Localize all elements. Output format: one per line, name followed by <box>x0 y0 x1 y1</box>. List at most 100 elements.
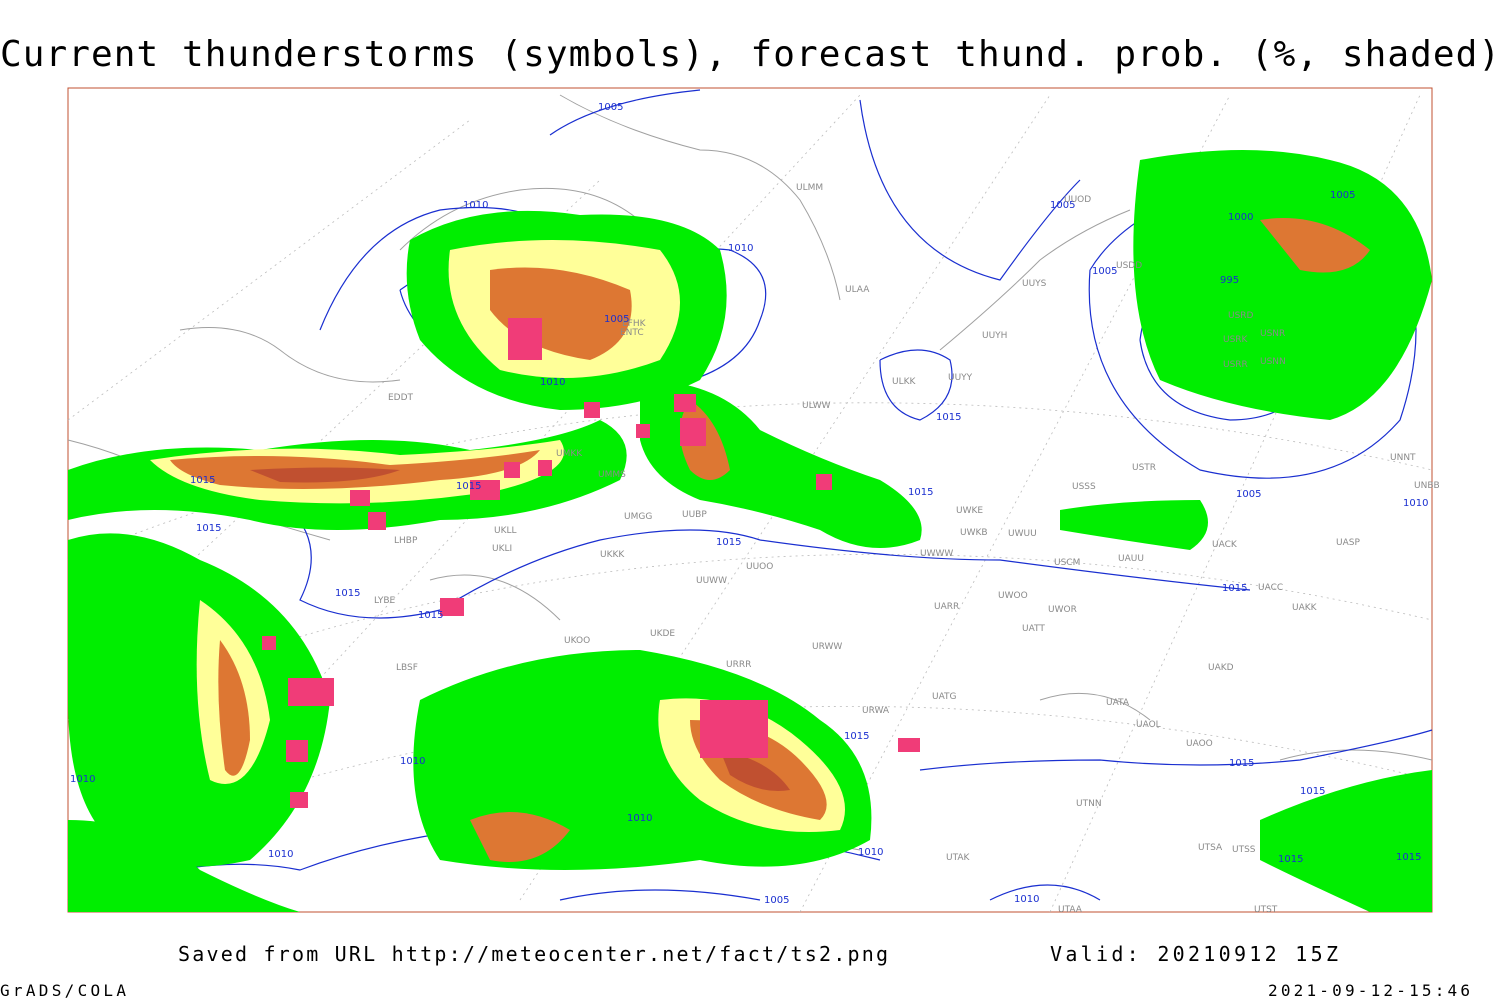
storm-symbol <box>538 460 552 476</box>
station-label: USRK <box>1223 335 1249 345</box>
station-label: UKKK <box>600 550 625 560</box>
isobar-label: 1010 <box>1403 498 1428 509</box>
station-label: USRR <box>1223 360 1248 370</box>
station-label: USTR <box>1132 463 1156 473</box>
station-label: UAKD <box>1208 663 1234 673</box>
station-labels: ULMM ULAA UUYS UUYH ULKK UUYY ULWW UUOD USDD USRD… <box>374 183 1440 915</box>
station-label: UWOR <box>1048 605 1077 615</box>
station-label: UKDE <box>650 629 675 639</box>
station-label: ULMM <box>796 183 823 193</box>
station-label: UTST <box>1254 905 1278 915</box>
station-label: UUYY <box>948 373 973 383</box>
storm-symbol <box>368 512 386 530</box>
isobar-labels: 1005 1010 1010 1005 1010 1015 1015 1015 1015 1015… <box>70 102 1428 906</box>
station-label: UARR <box>934 602 959 612</box>
isobar-label: 1015 <box>418 610 443 621</box>
storm-symbol <box>674 394 696 412</box>
isobar-label: 1010 <box>400 756 425 767</box>
map-area: 1005 1010 1010 1005 1010 1015 1015 1015 1015 1015… <box>67 87 1440 915</box>
storm-symbol <box>470 480 500 500</box>
station-label: UKLL <box>494 526 517 536</box>
station-label: EDDT <box>388 393 414 403</box>
station-label: UWWW <box>920 549 953 559</box>
station-label: USNR <box>1260 329 1285 339</box>
isobar-label: 995 <box>1220 275 1239 286</box>
station-label: UATG <box>932 692 957 702</box>
station-label: UTAK <box>946 853 971 863</box>
isobar-label: 1010 <box>858 847 883 858</box>
isobar-label: 1015 <box>456 481 481 492</box>
isobar-label: 1000 <box>1228 212 1253 223</box>
station-label: UWKB <box>960 528 988 538</box>
station-label: UUOD <box>1064 195 1091 205</box>
isobar-label: 1015 <box>844 731 869 742</box>
station-label: USDD <box>1116 261 1142 271</box>
station-label: UASP <box>1336 538 1360 548</box>
station-label: EFHK <box>622 319 647 329</box>
storm-symbol <box>700 700 768 758</box>
isobar-label: 1015 <box>716 537 741 548</box>
storm-symbol <box>508 318 542 360</box>
isobar-label: 1010 <box>540 377 565 388</box>
station-label: LYBE <box>374 596 395 606</box>
station-label: UAKK <box>1292 603 1318 613</box>
station-label: UUWW <box>696 576 727 586</box>
map-title: Current thunderstorms (symbols), forecas… <box>0 34 1500 75</box>
station-label: URWA <box>862 706 890 716</box>
station-label: UTSA <box>1198 843 1223 853</box>
station-label: UTAA <box>1058 905 1083 915</box>
station-label: UKLI <box>492 544 512 554</box>
station-label: UWUU <box>1008 529 1037 539</box>
isobar-label: 1015 <box>1396 852 1421 863</box>
storm-symbol <box>290 792 308 808</box>
station-label: UATT <box>1022 624 1045 634</box>
station-label: UUBP <box>682 510 707 520</box>
station-label: UUOO <box>746 562 773 572</box>
station-label: UWKE <box>956 506 983 516</box>
storm-symbols <box>262 318 920 808</box>
station-label: UACC <box>1258 583 1283 593</box>
station-label: UWOO <box>998 591 1028 601</box>
station-label: UAOO <box>1186 739 1213 749</box>
isobar-label: 1010 <box>728 243 753 254</box>
storm-symbol <box>680 418 706 446</box>
station-label: ULWW <box>802 401 831 411</box>
station-label: URRR <box>726 660 751 670</box>
isobar-label: 1015 <box>190 475 215 486</box>
station-label: UUYS <box>1022 279 1047 289</box>
isobar-label: 1015 <box>1300 786 1325 797</box>
storm-symbol <box>898 738 920 752</box>
isobar-label: 1005 <box>604 314 629 325</box>
station-label: UNNT <box>1390 453 1416 463</box>
storm-symbol <box>816 474 832 490</box>
storm-symbol <box>636 424 650 438</box>
station-label: ULAA <box>845 285 870 295</box>
station-label: UMKK <box>556 449 583 459</box>
station-label: LHBP <box>394 536 418 546</box>
isobar-label: 1010 <box>463 200 488 211</box>
station-label: USRD <box>1228 311 1254 321</box>
isobar-label: 1015 <box>1229 758 1254 769</box>
isobar-label: 1005 <box>1092 266 1117 277</box>
isobar-label: 1010 <box>70 774 95 785</box>
storm-symbol <box>288 678 334 706</box>
isobar-label: 1005 <box>1050 200 1075 211</box>
station-label: UKOO <box>564 636 590 646</box>
station-label: UAUU <box>1118 554 1144 564</box>
station-label: UUYH <box>982 331 1007 341</box>
station-label: USCM <box>1054 558 1080 568</box>
station-label: UAOL <box>1136 720 1161 730</box>
probability-shading <box>68 150 1432 912</box>
station-label: UTNN <box>1076 799 1102 809</box>
isobar-label: 1010 <box>1014 894 1039 905</box>
station-label: USSS <box>1072 482 1096 492</box>
isobar-label: 1005 <box>1236 489 1261 500</box>
station-label: UNBB <box>1414 481 1440 491</box>
storm-symbol <box>262 636 276 650</box>
storm-symbol <box>286 740 308 762</box>
station-label: USNN <box>1260 357 1286 367</box>
isobar-label: 1015 <box>1278 854 1303 865</box>
station-label: UTSS <box>1232 845 1256 855</box>
